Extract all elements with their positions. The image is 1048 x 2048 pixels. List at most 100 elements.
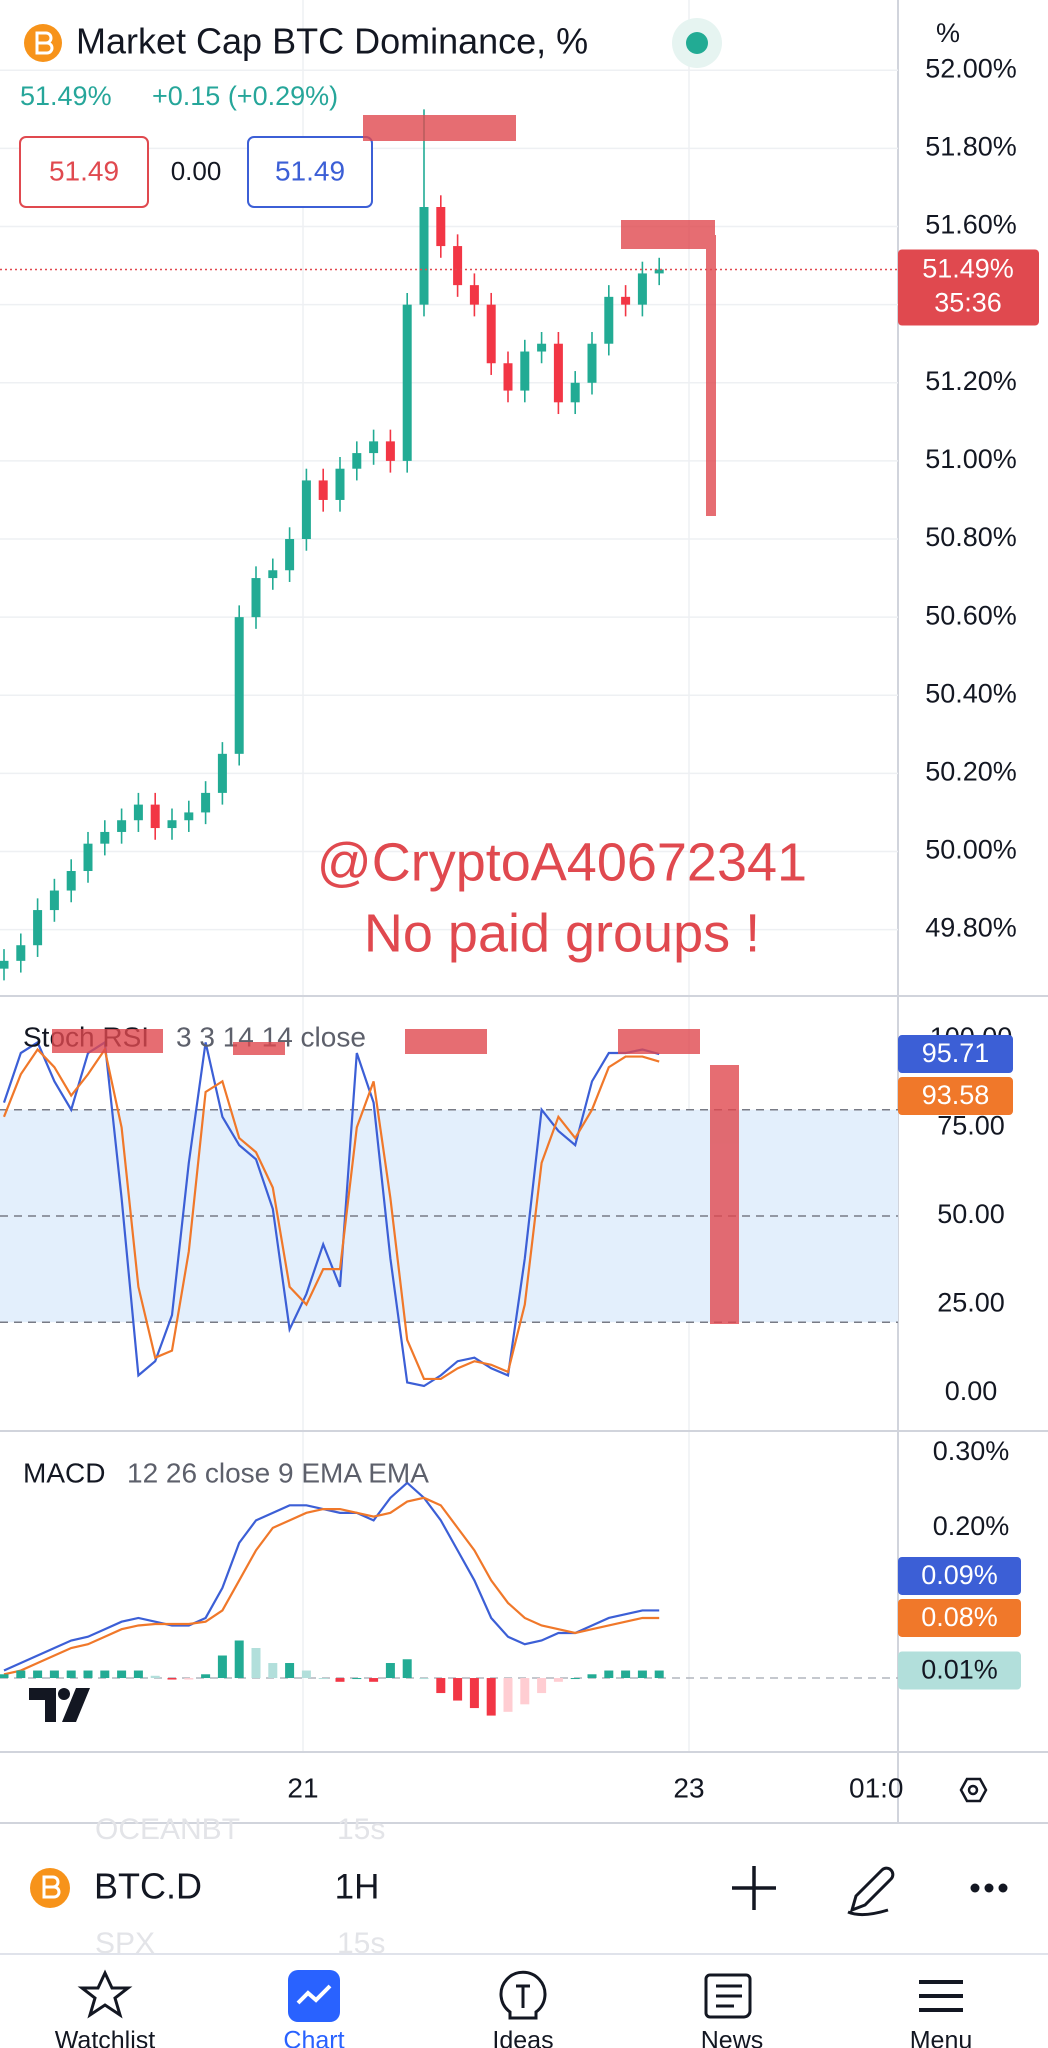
- sell-price[interactable]: 51.49: [49, 155, 119, 186]
- candle-body: [385, 441, 395, 461]
- tab-label[interactable]: News: [701, 2027, 764, 2048]
- time-label: 01:0: [849, 1772, 904, 1803]
- y-tick-label: 50.00%: [925, 835, 1017, 865]
- histogram-bar: [486, 1678, 496, 1716]
- histogram-bar: [604, 1670, 614, 1679]
- candle-body: [285, 539, 295, 571]
- y-tick-label: 50.20%: [925, 756, 1017, 786]
- tab-label[interactable]: Menu: [910, 2027, 973, 2048]
- faded-interval: 15s: [337, 1813, 385, 1846]
- symbol[interactable]: BTC.D: [94, 1866, 202, 1907]
- candle-body: [184, 812, 194, 821]
- settings-icon[interactable]: [959, 1777, 988, 1803]
- draw-button[interactable]: [847, 1866, 895, 1917]
- tab-label[interactable]: Ideas: [492, 2027, 553, 2048]
- y-tick-label: 0.20%: [933, 1511, 1010, 1541]
- indicator-tag: 93.58: [922, 1080, 990, 1110]
- histogram-bar: [587, 1674, 597, 1679]
- histogram-bar: [520, 1678, 530, 1705]
- more-button[interactable]: [970, 1883, 1008, 1893]
- histogram-bar: [268, 1663, 278, 1679]
- candle-body: [553, 343, 563, 403]
- candle-body: [352, 453, 362, 469]
- candle-body: [268, 570, 278, 579]
- candle-body: [503, 363, 513, 391]
- histogram-bar: [621, 1670, 631, 1679]
- candle-body: [654, 269, 664, 274]
- candle-body: [637, 273, 647, 305]
- add-button[interactable]: [732, 1866, 776, 1910]
- histogram-bar: [0, 1674, 9, 1679]
- buy-price[interactable]: 51.49: [275, 155, 345, 186]
- highlight: [52, 1029, 163, 1053]
- chart-icon-line: [296, 1984, 332, 2005]
- indicator-tag-bg: [898, 1077, 1013, 1116]
- histogram-bar: [150, 1675, 160, 1679]
- histogram-bar: [637, 1670, 647, 1679]
- settings-icon-center: [967, 1784, 979, 1796]
- buy-button[interactable]: [247, 136, 373, 208]
- histogram-bar: [318, 1678, 328, 1680]
- indicator-tag: 95.71: [922, 1038, 990, 1068]
- candle-body: [402, 304, 412, 461]
- histogram-bar: [83, 1670, 93, 1679]
- highlight: [363, 115, 516, 141]
- y-tick-label: 0.30%: [933, 1436, 1010, 1466]
- annotations: [52, 115, 739, 1324]
- candle-body: [520, 351, 530, 391]
- histogram-bar: [385, 1663, 395, 1679]
- candle-body: [469, 285, 479, 305]
- time-label: 21: [287, 1772, 318, 1803]
- histogram-bar: [285, 1663, 295, 1679]
- indicator-params: 12 26 close 9 EMA EMA: [127, 1457, 429, 1488]
- y-tick-label: 52.00%: [925, 53, 1017, 83]
- menu-icon[interactable]: [919, 1980, 963, 2012]
- interval[interactable]: 1H: [335, 1867, 380, 1906]
- tab-label[interactable]: Watchlist: [55, 2027, 156, 2048]
- logo: [29, 1688, 90, 1722]
- indicator-title: MACD: [23, 1457, 105, 1488]
- candle-body: [486, 304, 496, 364]
- candle-body: [49, 890, 59, 911]
- highlight: [710, 1065, 739, 1324]
- y-tick-label: 0.00: [945, 1376, 998, 1406]
- histogram-bar: [33, 1670, 43, 1679]
- histogram-bar: [419, 1678, 429, 1680]
- watchlist-icon[interactable]: [77, 1969, 133, 2019]
- candle-body: [66, 871, 76, 891]
- candle-body: [117, 820, 127, 832]
- btc-glyph: [42, 1875, 61, 1899]
- candle-body: [318, 480, 328, 500]
- histogram-bar: [251, 1648, 261, 1679]
- histogram-bar: [100, 1670, 110, 1679]
- histogram-bar: [184, 1678, 194, 1680]
- plots: [0, 69, 898, 1716]
- histogram-bar: [570, 1678, 580, 1680]
- symbol-title: Market Cap BTC Dominance, %: [76, 21, 588, 62]
- sell-button[interactable]: [19, 136, 149, 208]
- histogram-bar: [402, 1659, 412, 1679]
- btc-glyph: [35, 31, 54, 55]
- last-price: 51.49%: [20, 81, 112, 111]
- watermark: @CryptoA40672341: [317, 832, 807, 892]
- histogram-bar: [66, 1670, 76, 1679]
- highlight: [233, 1042, 285, 1055]
- countdown: 35:36: [934, 288, 1002, 318]
- ideas-icon[interactable]: [499, 1970, 547, 2020]
- axis-unit: %: [936, 18, 960, 48]
- histogram-bar: [201, 1674, 211, 1679]
- price-tag-bg: [898, 249, 1039, 326]
- news-icon[interactable]: [704, 1973, 752, 2019]
- candle-body: [217, 753, 227, 793]
- indicator-tag-bg: [898, 1556, 1021, 1595]
- histogram-bar: [217, 1655, 227, 1679]
- tab-label[interactable]: Chart: [283, 2027, 344, 2048]
- histogram-bar: [537, 1678, 547, 1694]
- faded-symbol: OCEANBT: [95, 1813, 240, 1846]
- y-tick-label: 50.60%: [925, 600, 1017, 630]
- histogram-bar: [503, 1678, 513, 1712]
- highlight: [618, 1029, 700, 1054]
- y-tick-label: 51.00%: [925, 444, 1017, 474]
- histogram-bar: [335, 1678, 345, 1682]
